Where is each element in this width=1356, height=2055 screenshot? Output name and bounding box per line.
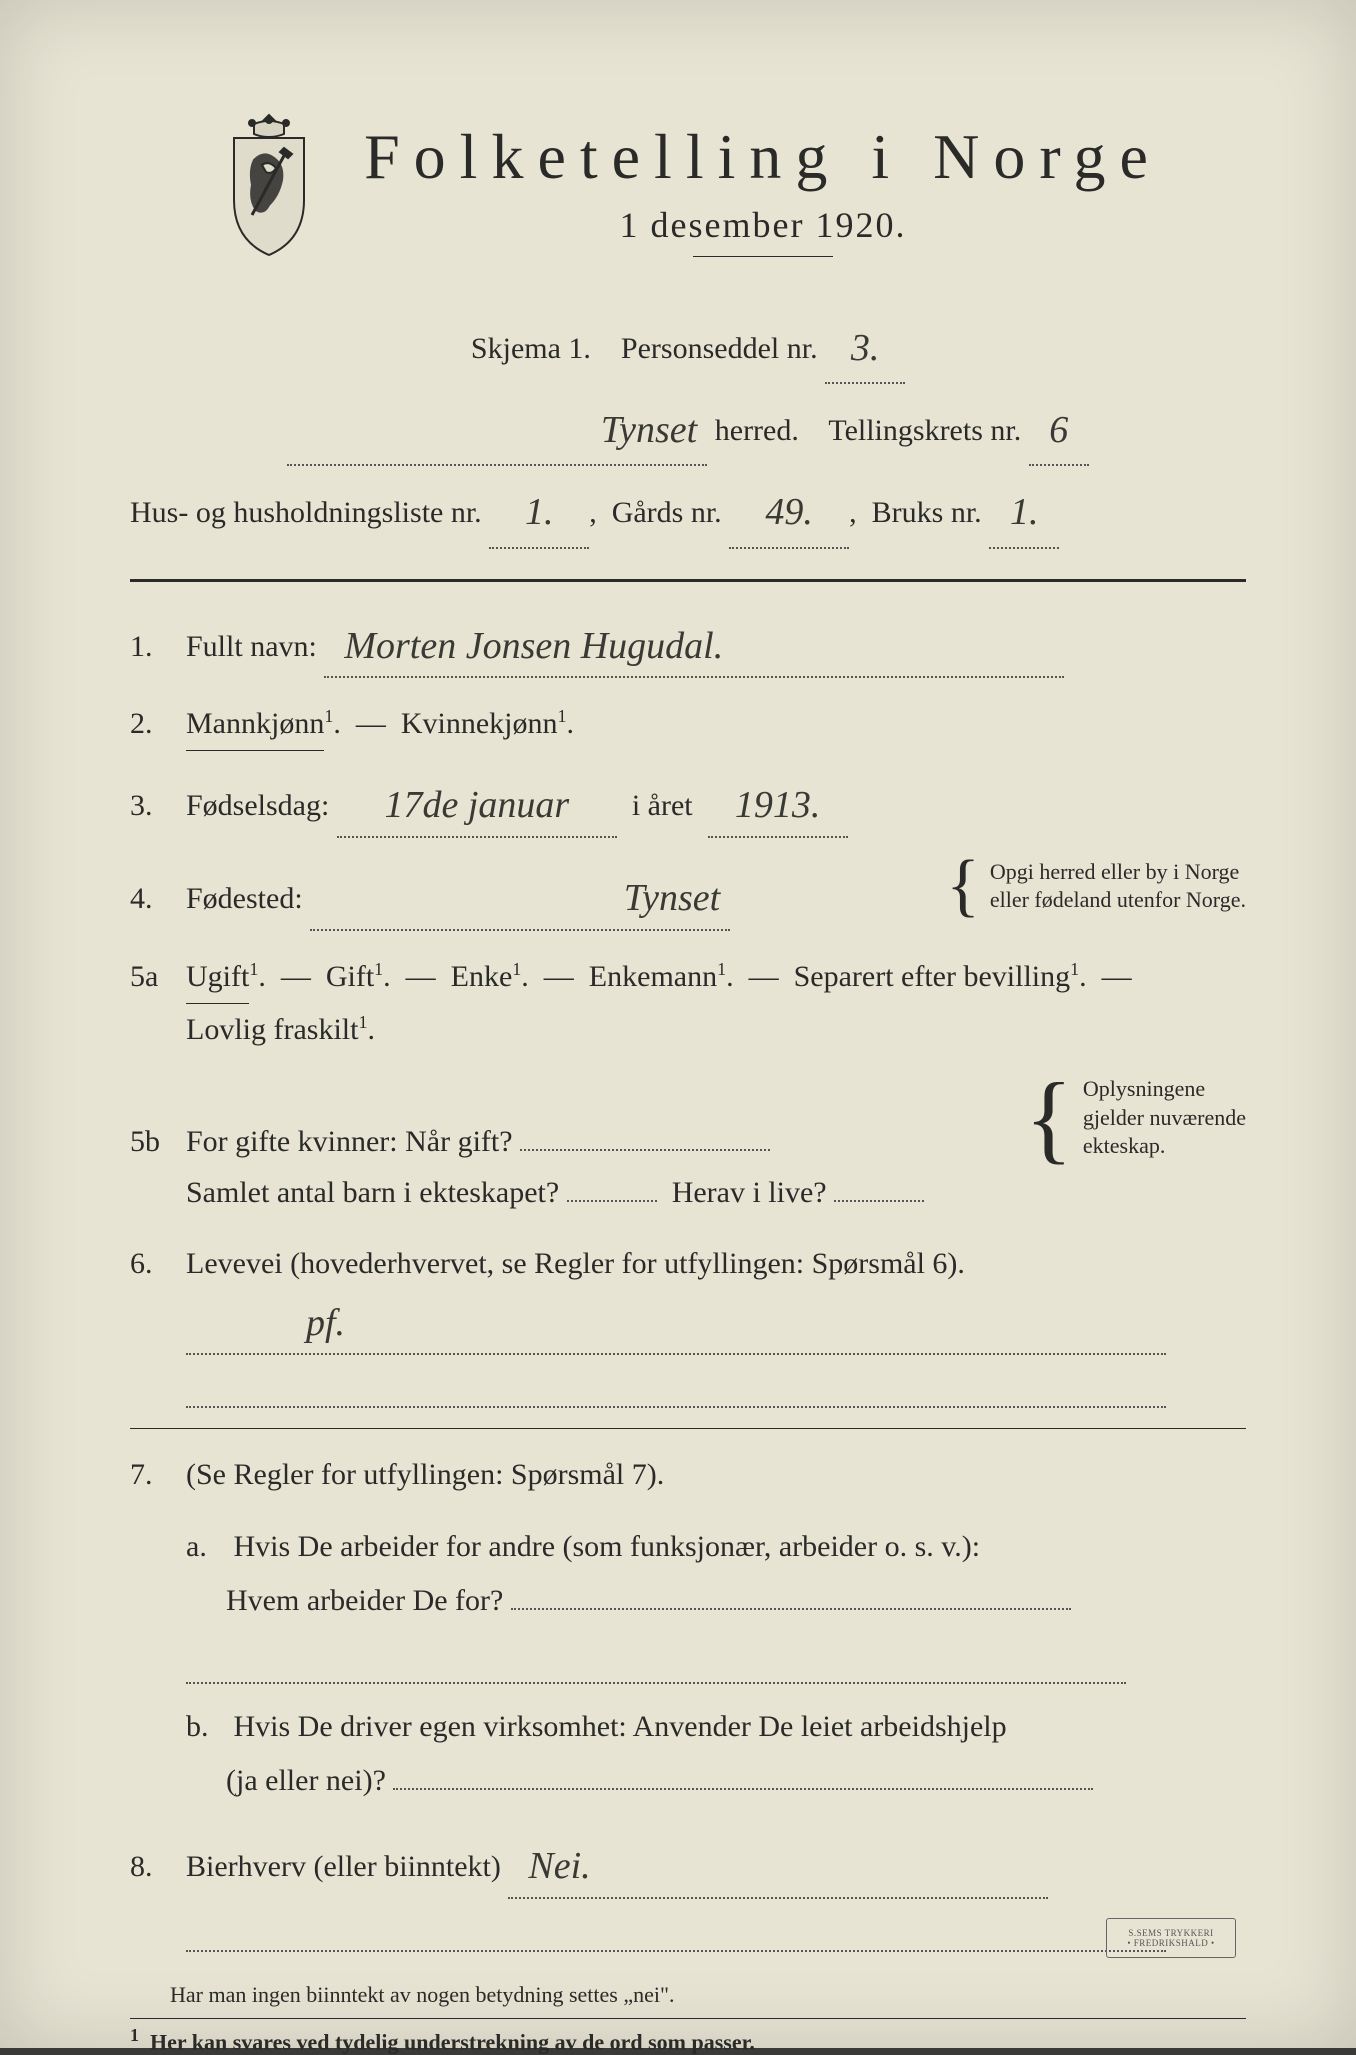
q1-label: Fullt navn:	[186, 630, 317, 663]
q5b-label1: For gifte kvinner: Når gift?	[186, 1125, 513, 1158]
q5a-num: 5a	[130, 951, 186, 1002]
footnote-block: Har man ingen biinntekt av nogen betydni…	[130, 1982, 1246, 2055]
q6-row: 6. Levevei (hovederhvervet, se Regler fo…	[130, 1238, 1246, 1409]
coat-of-arms-icon	[214, 110, 324, 260]
q3-day: 17de januar	[384, 784, 569, 826]
husliste-label: Hus- og husholdningsliste nr.	[130, 496, 482, 529]
q6-label: Levevei (hovederhvervet, se Regler for u…	[186, 1247, 965, 1280]
q4-label: Fødested:	[186, 882, 303, 915]
census-form-page: Folketelling i Norge 1 desember 1920. Sk…	[0, 0, 1356, 2048]
personseddel-label: Personseddel nr.	[621, 332, 818, 365]
q7b-text1: Hvis De driver egen virksomhet: Anvender…	[234, 1710, 1007, 1743]
q4-num: 4.	[130, 873, 186, 924]
q5b-note: Oplysningene gjelder nuværende ekteskap.	[1083, 1075, 1246, 1161]
footnote-1: Her kan svares ved tydelig understreknin…	[150, 2029, 755, 2054]
q5a-enkemann: Enkemann	[589, 960, 717, 993]
q3-year: 1913.	[735, 784, 821, 826]
q7a-text1: Hvis De arbeider for andre (som funksjon…	[234, 1530, 981, 1563]
q1-value: Morten Jonsen Hugudal.	[344, 625, 723, 667]
skjema-label: Skjema 1.	[471, 332, 591, 365]
q7a-block: a. Hvis De arbeider for andre (som funks…	[186, 1520, 1246, 1684]
q5a-lovlig: Lovlig fraskilt	[186, 1013, 358, 1046]
q6-num: 6.	[130, 1238, 186, 1289]
q1-row: 1. Fullt navn: Morten Jonsen Hugudal.	[130, 612, 1246, 679]
q5a-enke: Enke	[451, 960, 513, 993]
q7b-block: b. Hvis De driver egen virksomhet: Anven…	[186, 1700, 1246, 1808]
q6-value: pf.	[306, 1302, 345, 1344]
main-title: Folketelling i Norge	[364, 120, 1162, 194]
footnote-hint: Har man ingen biinntekt av nogen betydni…	[170, 1982, 674, 2007]
q3-label: Fødselsdag:	[186, 789, 329, 822]
brace-icon: {	[1025, 1078, 1073, 1158]
q5a-gift: Gift	[326, 960, 374, 993]
q7-label: (Se Regler for utfyllingen: Spørsmål 7).	[186, 1458, 664, 1491]
q7a-text2: Hvem arbeider De for?	[226, 1584, 503, 1617]
divider-mid	[130, 1428, 1246, 1429]
q8-value: Nei.	[528, 1845, 590, 1887]
q4-row: 4. Fødested: Tynset { Opgi herred eller …	[130, 858, 1246, 931]
skjema-line: Skjema 1. Personseddel nr. 3.	[130, 310, 1246, 384]
q3-mid: i året	[632, 789, 693, 822]
divider-top	[130, 579, 1246, 582]
q2-row: 2. Mannkjønn1. — Kvinnekjønn1.	[130, 698, 1246, 751]
q2-num: 2.	[130, 698, 186, 749]
bruks-nr: 1.	[1010, 491, 1039, 533]
q5b-label3: Herav i live?	[672, 1176, 827, 1209]
q5a-row: 5a Ugift1. — Gift1. — Enke1. — Enkemann1…	[130, 951, 1246, 1055]
q8-label: Bierhverv (eller biinntekt)	[186, 1850, 501, 1883]
husliste-nr: 1.	[525, 491, 554, 533]
title-block: Folketelling i Norge 1 desember 1920.	[364, 100, 1162, 257]
tellingskrets-nr: 6	[1049, 409, 1068, 451]
q8-row: 8. Bierhverv (eller biinntekt) Nei.	[130, 1832, 1246, 1952]
q7b-letter: b.	[186, 1700, 226, 1754]
subtitle: 1 desember 1920.	[364, 204, 1162, 246]
q5b-label2: Samlet antal barn i ekteskapet?	[186, 1176, 559, 1209]
q5b-row: 5b For gifte kvinner: Når gift? Samlet a…	[130, 1075, 1246, 1218]
subtitle-underline	[693, 256, 833, 257]
printer-stamp: S.SEMS TRYKKERI • FREDRIKSHALD •	[1106, 1918, 1236, 1958]
herred-label: herred.	[715, 414, 799, 447]
q2-kvinne: Kvinnekjønn	[401, 707, 558, 740]
gards-nr: 49.	[765, 491, 813, 533]
q3-row: 3. Fødselsdag: 17de januar i året 1913.	[130, 771, 1246, 838]
header: Folketelling i Norge 1 desember 1920.	[130, 100, 1246, 260]
q4-note: Opgi herred eller by i Norge eller fødel…	[990, 858, 1246, 915]
q4-value: Tynset	[624, 877, 720, 919]
q3-num: 3.	[130, 780, 186, 831]
q2-mann: Mannkjønn	[186, 698, 324, 751]
q5b-num: 5b	[130, 1116, 186, 1167]
personseddel-nr: 3.	[851, 327, 880, 369]
brace-icon: {	[946, 858, 980, 914]
q1-num: 1.	[130, 621, 186, 672]
herred-value: Tynset	[601, 409, 697, 451]
q5a-separert: Separert efter bevilling	[794, 960, 1071, 993]
q7-num: 7.	[130, 1449, 186, 1500]
q8-num: 8.	[130, 1841, 186, 1892]
bruks-label: Bruks nr.	[872, 496, 982, 529]
stamp-l1: S.SEMS TRYKKERI	[1128, 1928, 1213, 1938]
q7-row: 7. (Se Regler for utfyllingen: Spørsmål …	[130, 1449, 1246, 1500]
husliste-line: Hus- og husholdningsliste nr. 1. , Gårds…	[130, 474, 1246, 548]
herred-line: Tynset herred. Tellingskrets nr. 6	[130, 392, 1246, 466]
q7b-text2: (ja eller nei)?	[226, 1764, 386, 1797]
gards-label: Gårds nr.	[612, 496, 722, 529]
q5a-ugift: Ugift	[186, 951, 249, 1004]
q7a-letter: a.	[186, 1520, 226, 1574]
footnote-separator	[130, 2018, 1246, 2019]
tellingskrets-label: Tellingskrets nr.	[828, 414, 1021, 447]
stamp-l2: • FREDRIKSHALD •	[1127, 1938, 1214, 1948]
